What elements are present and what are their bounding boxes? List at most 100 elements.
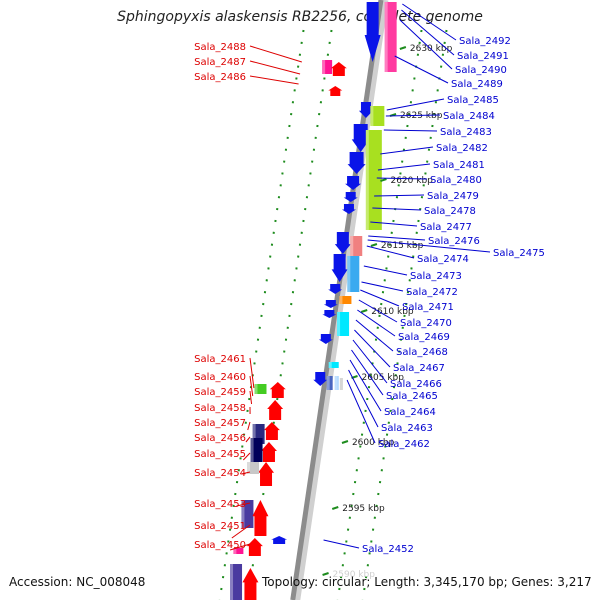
gene-sala-2466-highlight (328, 362, 332, 368)
gene-sala-2462 (339, 378, 343, 390)
gene-sala-2464-highlight (326, 376, 330, 390)
left-leader-line (249, 45, 302, 63)
right-leader-line (383, 129, 438, 132)
left-gene-label: Sala_2460 (194, 372, 246, 383)
gene-sala-2473 (347, 256, 360, 292)
gene-sala-2484-highlight (370, 106, 374, 126)
right-gene-label: Sala_2484 (443, 111, 495, 122)
gene-sala-2453-b (252, 500, 269, 536)
right-leader-line (385, 114, 441, 117)
right-leader-line (368, 235, 426, 241)
gene-sala-2468 (337, 312, 350, 336)
scale-tick-mark (399, 46, 407, 50)
gene-sala-2489-highlight (384, 2, 388, 72)
left-leader-line (245, 436, 251, 443)
right-gene-label: Sala_2464 (384, 407, 436, 418)
left-leader-line (229, 543, 251, 551)
gene-sala-2457-highlight (252, 424, 256, 444)
right-leader-line (374, 194, 425, 197)
gene-sala-2475-highlight (350, 236, 354, 256)
scale-tick-mark (360, 309, 368, 313)
right-leader-line (355, 319, 394, 352)
gene-sala-2463 (334, 376, 339, 390)
gene-sala-2466 (328, 362, 339, 368)
right-leader-line (348, 369, 379, 428)
right-leader-line (366, 245, 415, 259)
right-gene-label: Sala_2479 (427, 191, 479, 202)
gene-sala-2453-highlight (241, 500, 245, 528)
topology-text: Topology: circular; Length: 3,345,170 bp… (262, 575, 592, 589)
gene-sala-2454-b-highlight (247, 462, 251, 474)
right-leader-line (394, 55, 449, 84)
right-gene-label: Sala_2491 (457, 51, 509, 62)
left-leader-line (249, 75, 299, 85)
right-leader-line (380, 146, 434, 155)
genome-backbone (290, 0, 384, 600)
gene-sala-2470 (323, 300, 338, 308)
left-gene-label: Sala_2455 (194, 449, 246, 460)
right-leader-line (323, 539, 360, 549)
left-gene-label: Sala_2451 (194, 521, 246, 532)
left-leader-line (242, 452, 251, 461)
gene-sala-2487 (330, 62, 347, 76)
right-leader-line (377, 163, 431, 171)
gene-sala-2458 (263, 422, 280, 440)
right-gene-label: Sala_2452 (362, 544, 414, 555)
right-leader-line (349, 359, 382, 412)
left-gene-label: Sala_2459 (194, 387, 246, 398)
gene-sala-2476 (334, 232, 351, 254)
right-gene-label: Sala_2465 (386, 391, 438, 402)
gene-sala-2480 (365, 130, 382, 230)
gene-sala-2449 (230, 564, 243, 600)
label-layer: Sala_2492 Sala_2491 Sala_2490 Sala_2489 Sala… (194, 3, 545, 555)
scale-tick-mark (341, 440, 349, 444)
right-gene-label: Sala_2476 (428, 236, 480, 247)
scale-tick-label: 2595 kbp (342, 504, 385, 514)
right-gene-label: Sala_2475 (493, 248, 545, 259)
right-leader-line (367, 239, 491, 253)
right-gene-label: Sala_2472 (406, 287, 458, 298)
gene-sala-2461-highlight (254, 384, 258, 394)
gene-sala-2450 (233, 548, 244, 554)
right-leader-line (399, 19, 453, 70)
right-gene-label: Sala_2477 (420, 222, 472, 233)
left-leader-line (241, 471, 251, 475)
left-gene-label: Sala_2450 (194, 540, 246, 551)
right-leader-line (358, 299, 398, 323)
right-gene-label: Sala_2485 (447, 95, 499, 106)
forward-track-inner (336, 29, 423, 600)
left-leader-line (231, 524, 251, 539)
gene-sala-2484 (370, 106, 385, 126)
right-leader-line (370, 221, 418, 227)
left-leader-line (247, 421, 251, 431)
gene-sala-2450-highlight (233, 548, 237, 554)
scale-tick-label: 2590 kbp (333, 570, 376, 580)
right-leader-line (402, 3, 457, 41)
right-gene-label: Sala_2470 (400, 318, 452, 329)
right-gene-label: Sala_2489 (451, 79, 503, 90)
right-gene-label: Sala_2468 (396, 347, 448, 358)
right-leader-line (363, 265, 408, 276)
gene-sala-2488-highlight (322, 60, 326, 74)
gene-sala-2467 (318, 334, 333, 344)
gene-sala-2486 (328, 86, 343, 96)
left-gene-label: Sala_2487 (194, 57, 246, 68)
scale-tick-mark (370, 243, 378, 247)
right-leader-line (401, 9, 455, 56)
right-leader-line (354, 329, 391, 368)
right-gene-label: Sala_2474 (417, 254, 469, 265)
right-gene-label: Sala_2492 (459, 36, 511, 47)
reverse-track-outer (218, 29, 305, 600)
right-leader-line (386, 98, 445, 111)
scale-tick-label: 2610 kbp (371, 307, 414, 317)
right-leader-line (357, 309, 396, 337)
scale-tick-label: 2600 kbp (352, 438, 395, 448)
left-gene-label: Sala_2458 (194, 403, 246, 414)
gene-sala-2449-b (242, 568, 259, 600)
gene-sala-2454-b (247, 462, 260, 474)
gene-sala-2488 (322, 60, 333, 74)
left-gene-label: Sala_2454 (194, 468, 246, 479)
right-leader-line (372, 207, 422, 211)
right-leader-line (376, 177, 428, 180)
